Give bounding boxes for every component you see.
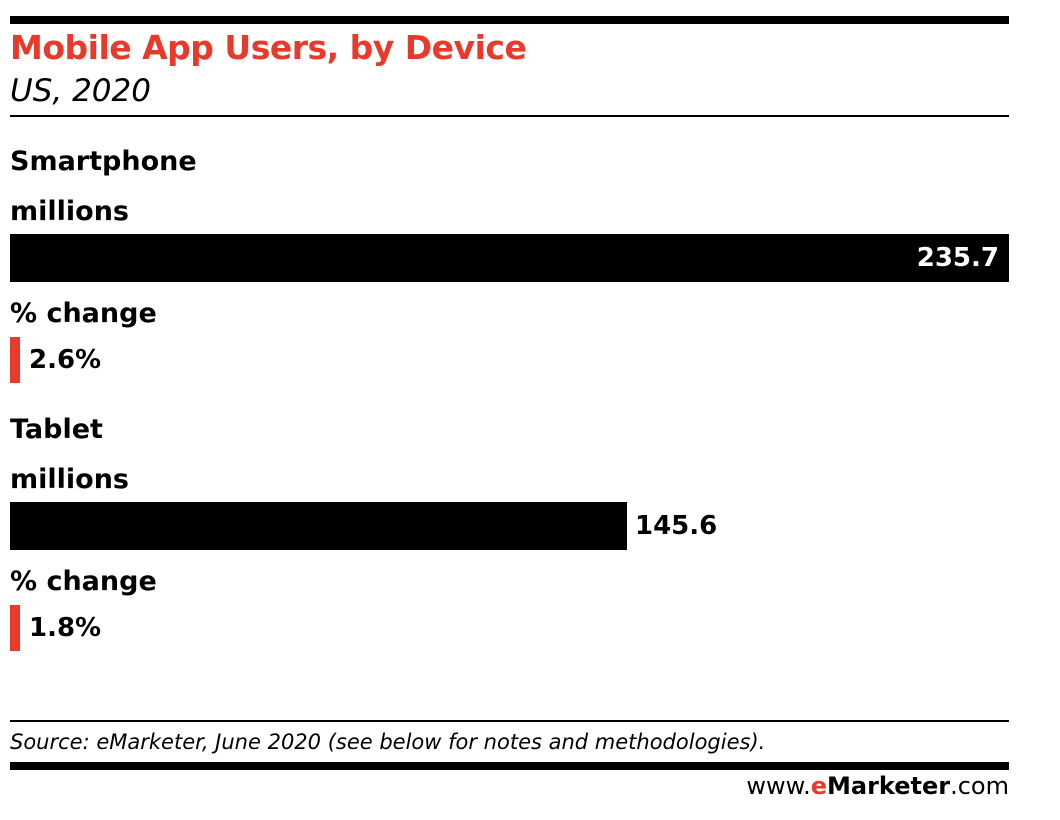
tablet-value-label: 145.6 [635, 511, 718, 541]
smartphone-change-heading: % change [10, 298, 157, 329]
brand-name: Marketer [827, 772, 951, 800]
smartphone-bar [10, 234, 1009, 282]
brand-prefix: www. [746, 772, 811, 800]
brand-suffix: .com [950, 772, 1009, 800]
smartphone-unit-label: millions [10, 196, 129, 227]
tablet-label: Tablet [10, 414, 103, 445]
top-rule [10, 16, 1009, 24]
smartphone-change-value: 2.6% [29, 345, 102, 375]
tablet-bar [10, 502, 627, 550]
tablet-change-bar [10, 605, 20, 651]
tablet-change-heading: % change [10, 566, 157, 597]
tablet-change-value: 1.8% [29, 613, 102, 643]
bottom-rule [10, 762, 1009, 770]
smartphone-change-bar [10, 337, 20, 383]
chart-subtitle: US, 2020 [10, 73, 151, 109]
brand-footer[interactable]: www.eMarketer.com [746, 772, 1009, 800]
smartphone-value-label: 235.7 [916, 243, 999, 273]
title-rule [10, 115, 1009, 117]
chart-title: Mobile App Users, by Device [10, 28, 527, 67]
tablet-unit-label: millions [10, 464, 129, 495]
source-rule [10, 720, 1009, 722]
smartphone-label: Smartphone [10, 146, 197, 177]
source-note: Source: eMarketer, June 2020 (see below … [10, 730, 766, 754]
brand-e: e [810, 772, 828, 800]
